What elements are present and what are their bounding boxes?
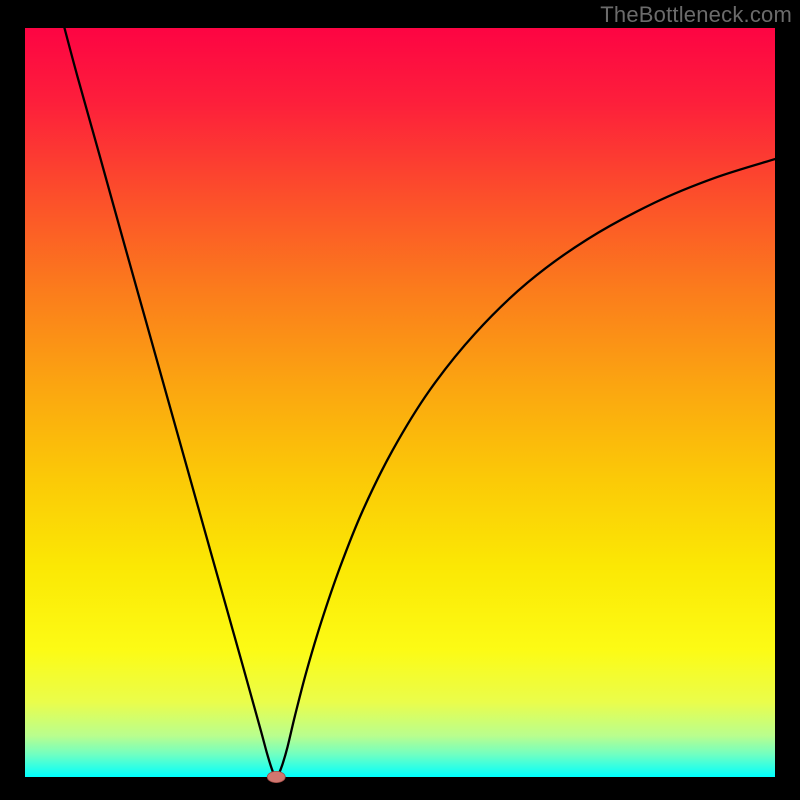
plot-background [25,28,775,777]
chart-canvas: TheBottleneck.com [0,0,800,800]
minimum-marker [267,771,285,782]
bottleneck-chart [0,0,800,800]
watermark-text: TheBottleneck.com [600,2,792,28]
